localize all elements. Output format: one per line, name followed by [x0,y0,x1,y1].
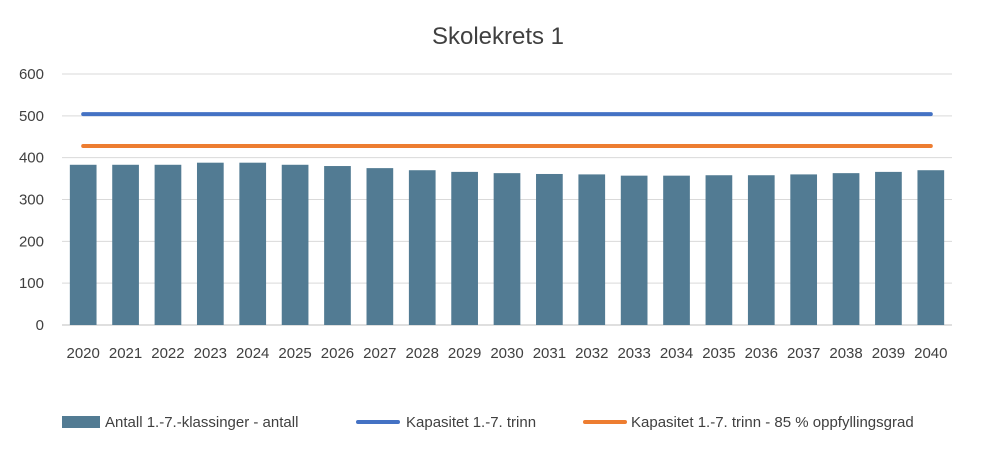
bar [917,170,945,325]
bar [536,173,563,325]
bar [366,168,394,325]
bar [705,175,733,325]
y-axis: 0 100 200 300 400 500 600 [19,66,44,334]
x-tick-label: 2035 [702,345,735,362]
legend-label: Antall 1.-7.-klassinger - antall [105,414,298,431]
x-tick-label: 2023 [194,345,227,362]
bar [69,164,97,325]
legend: Antall 1.-7.-klassinger - antall Kapasite… [62,414,914,431]
x-tick-label: 2022 [151,345,184,362]
legend-label: Kapasitet 1.-7. trinn - 85 % oppfyllings… [631,414,914,431]
x-tick-label: 2039 [872,345,905,362]
x-tick-label: 2024 [236,345,269,362]
bar [832,173,860,325]
x-tick-label: 2025 [278,345,311,362]
legend-label: Kapasitet 1.-7. trinn [406,414,536,431]
y-tick-label: 300 [19,192,44,209]
x-tick-label: 2038 [829,345,862,362]
bar [281,164,309,325]
x-tick-label: 2028 [406,345,439,362]
bar [154,164,182,325]
bar [451,171,478,325]
x-tick-label: 2034 [660,345,693,362]
bar [493,173,521,325]
bar [875,171,902,325]
x-axis: 2020 2021 2022 2023 2024 2025 2026 2027 2028 2029… [67,345,948,362]
x-tick-label: 2036 [745,345,778,362]
bar [747,175,775,325]
x-tick-label: 2027 [363,345,396,362]
y-tick-label: 0 [36,317,44,334]
y-tick-label: 200 [19,233,44,250]
bar [324,166,351,325]
bars [69,162,945,325]
bar [790,174,818,325]
x-tick-label: 2032 [575,345,608,362]
bar [408,170,436,325]
bar [620,175,648,325]
x-tick-label: 2033 [617,345,650,362]
y-tick-label: 400 [19,150,44,167]
bar [112,164,139,325]
x-tick-label: 2037 [787,345,820,362]
x-tick-label: 2029 [448,345,481,362]
lines [81,112,933,148]
bar [239,162,267,325]
bar [578,174,606,325]
x-tick-label: 2030 [490,345,523,362]
legend-swatch [62,416,100,428]
chart-title: Skolekrets 1 [432,23,564,50]
x-tick-label: 2040 [914,345,947,362]
x-tick-label: 2031 [533,345,566,362]
y-tick-label: 100 [19,275,44,292]
y-tick-label: 600 [19,66,44,83]
x-tick-label: 2021 [109,345,142,362]
y-tick-label: 500 [19,108,44,125]
x-tick-label: 2026 [321,345,354,362]
bar [196,162,224,325]
bar [663,175,690,325]
x-tick-label: 2020 [67,345,100,362]
